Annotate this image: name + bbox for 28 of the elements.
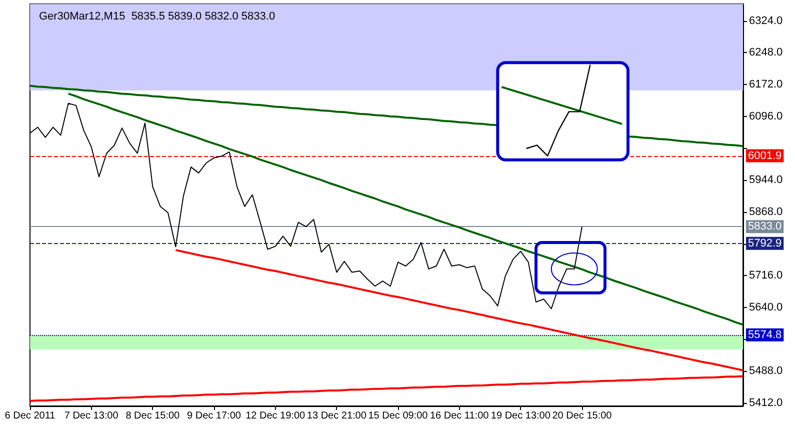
x-tick-label: 9 Dec 17:00 <box>187 410 242 422</box>
y-tick-label: 5868.0 <box>749 206 783 218</box>
ref-line-label: 6001.9 <box>748 150 782 162</box>
y-tick-label: 5488.0 <box>749 365 783 378</box>
y-tick-label: 6248.0 <box>749 46 783 59</box>
ref-line-label: 5833.0 <box>748 220 782 233</box>
y-tick-label: 6096.0 <box>749 110 783 122</box>
y-tick-label: 5640.0 <box>749 301 783 314</box>
x-tick-label: 8 Dec 15:00 <box>126 410 180 422</box>
x-tick-label: 7 Dec 13:00 <box>64 410 119 422</box>
x-tick-label: 19 Dec 13:00 <box>490 410 551 422</box>
x-tick-label: 6 Dec 2011 <box>4 410 56 422</box>
ref-line-label: 5574.8 <box>748 328 782 341</box>
x-tick-label: 15 Dec 09:00 <box>368 410 428 422</box>
y-tick-label: 5412.0 <box>749 397 783 410</box>
line-series <box>174 249 744 372</box>
y-tick-label: 6172.0 <box>749 78 783 90</box>
line-series <box>67 92 744 326</box>
line-series <box>29 375 744 402</box>
text: Ger30Mar12,M15 5835.5 5839.0 5832.0 5833.0 <box>39 10 276 22</box>
y-tick-label: 6324.0 <box>749 14 783 27</box>
ref-line-label: 5792.9 <box>748 237 782 250</box>
x-tick-label: 20 Dec 15:00 <box>552 410 612 422</box>
x-tick-label: 16 Dec 11:00 <box>430 410 490 422</box>
x-tick-label: 12 Dec 19:00 <box>246 410 306 422</box>
x-tick-label: 13 Dec 21:00 <box>306 410 367 422</box>
y-tick-label: 5716.0 <box>749 270 783 282</box>
y-tick-label: 5944.0 <box>749 174 783 186</box>
